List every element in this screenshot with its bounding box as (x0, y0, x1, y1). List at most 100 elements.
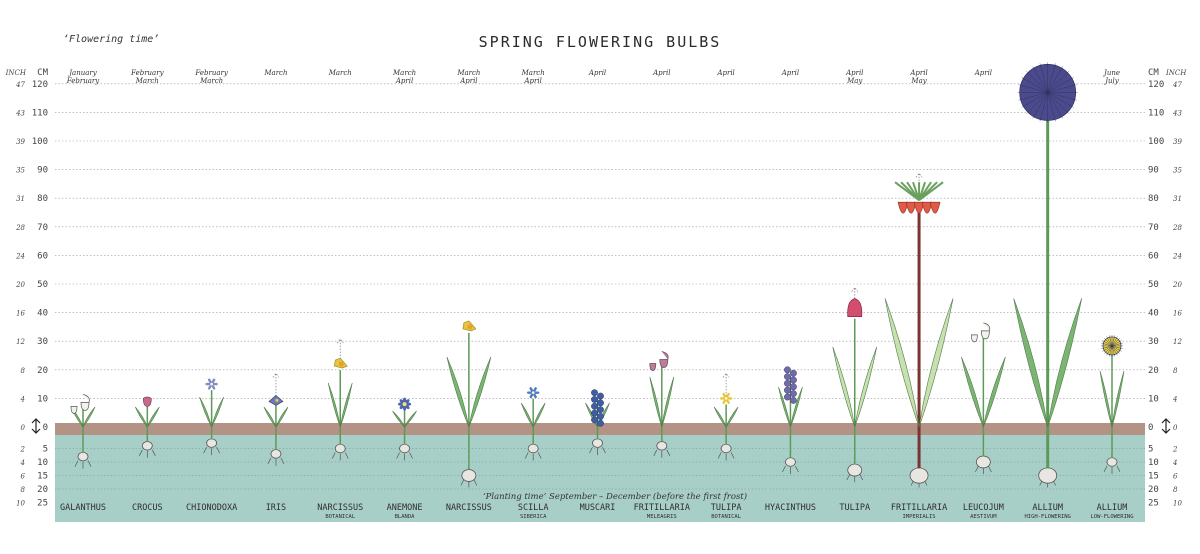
inch-tick-below-right: 4 (1172, 459, 1177, 467)
bulb-plant-allium-high-flowering: JuneJulyALLIUMHIGH-FLOWERING (1013, 62, 1082, 520)
flower-bell-icon (649, 351, 669, 371)
flower-star-icon (205, 378, 218, 390)
bulb (399, 443, 410, 454)
inch-tick-below-right: 2 (1172, 446, 1178, 454)
page-title: SPRING FLOWERING BULBS (478, 33, 722, 51)
leaf (147, 406, 160, 428)
flowering-month: April (974, 69, 992, 77)
bulb-name: ALLIUM (1032, 503, 1063, 513)
inch-tick-below-right: 6 (1173, 473, 1178, 481)
roots (396, 452, 413, 461)
flowering-month: April (524, 77, 542, 85)
leaf (199, 396, 212, 428)
inch-tick-right: 31 (1173, 195, 1182, 203)
cm-tick-right: 60 (1148, 251, 1159, 261)
inch-tick-left: 16 (16, 310, 25, 318)
bulb-plant-iris: March IRIS (263, 69, 289, 513)
inch-tick-right: 43 (1172, 109, 1182, 117)
roots (138, 449, 156, 458)
flower-tulip-icon (847, 298, 863, 317)
ground-arrow-icon (31, 418, 41, 434)
flowering-month: April (781, 69, 799, 77)
inch-tick-left: 31 (16, 195, 25, 203)
flowering-month: February (66, 77, 100, 85)
flower-star-icon (526, 387, 540, 399)
flowering-month: March (392, 69, 416, 77)
bulb-name: CHIONODOXA (186, 503, 237, 513)
inch-tick-right: 4 (1172, 395, 1177, 403)
roots (1103, 465, 1121, 474)
cm-tick-right: 0 (1148, 423, 1153, 433)
inch-tick-below-left: 8 (21, 486, 26, 494)
bulb (592, 438, 603, 448)
bulb-subname: SIBERICA (520, 514, 547, 520)
cm-tick-right: 120 (1148, 80, 1164, 90)
flower-star-icon (719, 392, 733, 404)
bulb-name: HYACINTHUS (765, 503, 816, 513)
inch-tick-left: 35 (16, 167, 25, 175)
cm-tick-right: 70 (1148, 223, 1159, 233)
inch-tick-below-right: 8 (1173, 486, 1178, 494)
inch-tick-right: 35 (1173, 167, 1182, 175)
flowering-month: April (459, 77, 477, 85)
leaf (1099, 370, 1113, 428)
leaf (884, 298, 920, 428)
leaf (468, 356, 492, 428)
inch-tick-right: 8 (1173, 367, 1178, 375)
leaf (532, 402, 546, 428)
growth-arrow-icon (722, 372, 730, 397)
flower-iris-icon (268, 395, 284, 406)
flowering-month: March (456, 69, 480, 77)
bulb (720, 443, 732, 454)
inch-tick-below-left: 2 (20, 446, 26, 454)
leaf (649, 376, 663, 428)
leaf (918, 298, 954, 428)
bulb-subname: IMPERIALIS (903, 514, 936, 520)
inch-header-right: INCH (1165, 69, 1187, 77)
bulb (334, 443, 346, 454)
cm-tick-below-right: 10 (1148, 458, 1159, 468)
roots (74, 460, 92, 469)
cm-tick-left: 110 (32, 108, 48, 118)
leaf (327, 382, 341, 428)
cm-tick-below-left: 5 (43, 445, 48, 455)
bulb-subname: HIGH-FLOWERING (1025, 514, 1071, 520)
flower-bell-icon (70, 394, 90, 414)
inch-header-left: INCH (5, 69, 27, 77)
roots (267, 457, 285, 466)
leaf (82, 406, 96, 428)
leaf (339, 382, 353, 428)
cm-tick-left: 120 (32, 80, 48, 90)
bulb-name: TULIPA (839, 503, 870, 513)
bulb-subname: BOTANICAL (325, 514, 355, 520)
bulb-subname: BLANDA (395, 514, 416, 520)
flower-daff-icon (333, 357, 348, 369)
planting-time-label: ‘Planting time’ September – December (be… (483, 491, 747, 502)
flower-spike-icon (784, 366, 797, 404)
inch-tick-right: 39 (1173, 138, 1182, 146)
inch-tick-left: 28 (15, 224, 25, 232)
flowering-month: January (67, 69, 98, 77)
flower-spike-icon (591, 389, 604, 427)
leaf (404, 410, 417, 428)
flowering-month: March (135, 77, 159, 85)
roots (203, 446, 220, 456)
flowering-month: April (652, 69, 670, 77)
bulb (847, 463, 863, 477)
flowering-month: April (845, 69, 863, 77)
flower-cup-icon (143, 396, 152, 407)
leaf (854, 346, 878, 428)
bulb-subname: AESTIVUM (970, 514, 997, 520)
cm-tick-right: 10 (1148, 394, 1159, 404)
leaf (713, 406, 727, 428)
